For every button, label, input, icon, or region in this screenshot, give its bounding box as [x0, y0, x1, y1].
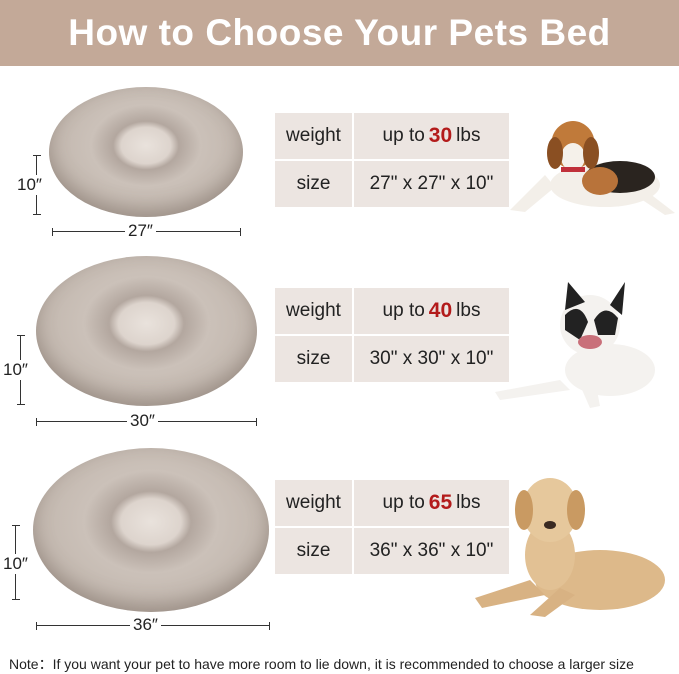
- size-label: size: [275, 336, 352, 382]
- header-banner: How to Choose Your Pets Bed: [0, 0, 679, 66]
- size-value: 36" x 36" x 10": [354, 528, 509, 574]
- width-dimension-label: 36″: [130, 615, 161, 635]
- size-label: size: [275, 528, 352, 574]
- weight-value: up to 40 lbs: [354, 288, 509, 334]
- weight-value: up to 30 lbs: [354, 113, 509, 159]
- size-table-medium: weight up to 40 lbs size 30" x 30" x 10": [275, 288, 509, 382]
- height-dimension-label: 10″: [14, 175, 45, 195]
- height-dimension-label: 10″: [0, 554, 31, 574]
- weight-label: weight: [275, 113, 352, 159]
- size-value: 30" x 30" x 10": [354, 336, 509, 382]
- note-text: Note：If you want your pet to have more r…: [9, 656, 634, 672]
- labrador-image: [475, 478, 665, 617]
- width-dimension-label: 27″: [125, 221, 156, 241]
- weight-value: up to 65 lbs: [354, 480, 509, 526]
- size-label: size: [275, 161, 352, 207]
- size-table-small: weight up to 30 lbs size 27" x 27" x 10": [275, 113, 509, 207]
- size-value: 27" x 27" x 10": [354, 161, 509, 207]
- bed-image-small: [49, 87, 243, 217]
- beagle-image: [510, 121, 675, 215]
- french-bulldog-image: [495, 282, 655, 408]
- page-title: How to Choose Your Pets Bed: [68, 12, 611, 53]
- width-dimension-label: 30″: [127, 411, 158, 431]
- size-table-large: weight up to 65 lbs size 36" x 36" x 10": [275, 480, 509, 574]
- weight-label: weight: [275, 480, 352, 526]
- bed-image-large: [33, 448, 269, 612]
- bed-image-medium: [36, 256, 257, 406]
- height-dimension-label: 10″: [0, 360, 31, 380]
- weight-label: weight: [275, 288, 352, 334]
